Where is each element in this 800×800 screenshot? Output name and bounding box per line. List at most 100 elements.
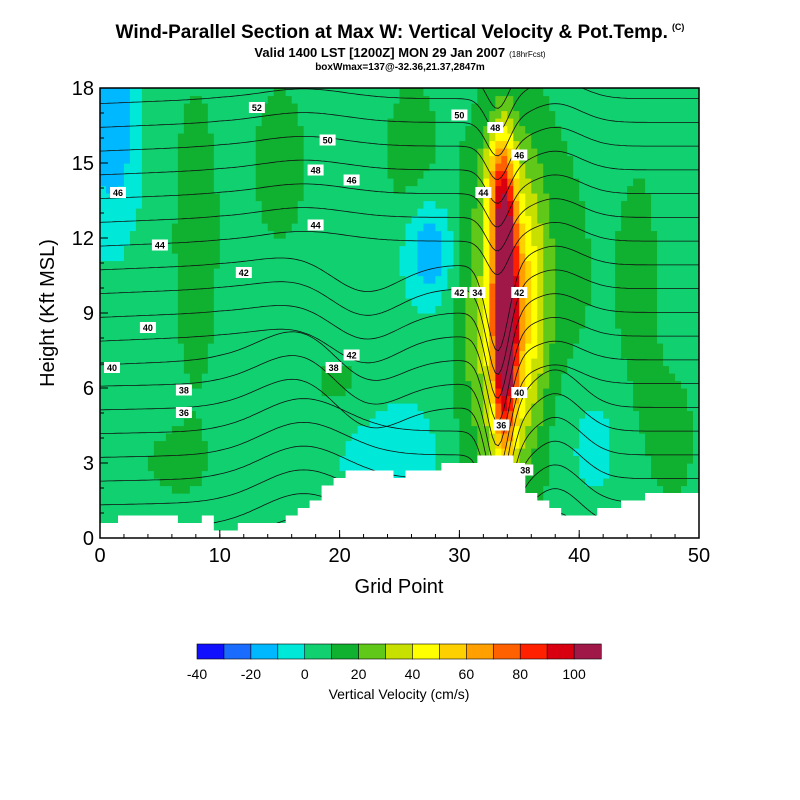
velocity-cell — [501, 155, 508, 164]
velocity-cell — [519, 223, 526, 232]
velocity-cell — [141, 193, 179, 202]
velocity-cell — [507, 388, 514, 397]
velocity-cell — [549, 343, 574, 352]
velocity-cell — [177, 275, 215, 284]
velocity-cell — [627, 185, 646, 194]
contour-label-bg — [175, 384, 192, 396]
velocity-cell — [495, 298, 514, 307]
velocity-cell — [489, 425, 496, 434]
velocity-cell — [477, 350, 484, 359]
y-tick-label: 9 — [83, 303, 94, 325]
velocity-cell — [255, 178, 305, 187]
velocity-cell — [387, 155, 437, 164]
velocity-cell — [513, 245, 520, 254]
velocity-cell — [519, 238, 526, 247]
colorbar-swatch — [412, 643, 441, 660]
velocity-cell — [555, 403, 634, 412]
velocity-cell — [153, 470, 203, 479]
velocity-cell — [100, 365, 185, 374]
velocity-cell — [513, 125, 526, 134]
velocity-cell — [483, 230, 490, 239]
velocity-cell — [100, 133, 131, 142]
velocity-cell — [183, 103, 209, 112]
velocity-cell — [423, 88, 478, 97]
velocity-cell — [435, 305, 455, 314]
velocity-cell — [459, 200, 478, 209]
contour-label-text: 42 — [454, 288, 464, 298]
velocity-cell — [513, 313, 520, 322]
velocity-cell — [471, 230, 484, 239]
velocity-cell — [100, 373, 191, 382]
velocity-cell — [141, 110, 185, 119]
velocity-cell — [129, 103, 143, 112]
subtitle-text: Valid 1400 LST [1200Z] MON 29 Jan 2007 — [254, 45, 506, 60]
velocity-cell — [645, 178, 699, 187]
contour-label-bg — [307, 219, 324, 231]
velocity-cell — [100, 163, 125, 172]
velocity-cell — [100, 380, 191, 389]
velocity-cell — [543, 298, 556, 307]
velocity-cell — [147, 455, 209, 464]
velocity-cell — [507, 200, 514, 209]
velocity-cell — [519, 433, 526, 442]
velocity-cell — [177, 313, 215, 322]
contour-label: 48 — [307, 164, 324, 176]
velocity-cell — [495, 103, 514, 112]
velocity-cell — [483, 350, 490, 359]
velocity-cell — [483, 253, 490, 262]
velocity-cell — [519, 403, 526, 412]
velocity-cell — [543, 245, 556, 254]
colorbar-swatch — [492, 643, 521, 660]
velocity-cell — [435, 200, 460, 209]
velocity-cell — [537, 148, 568, 157]
contour-label-text: 46 — [514, 151, 524, 161]
velocity-cell — [141, 103, 185, 112]
velocity-cell — [100, 148, 131, 157]
contour-label: 44 — [307, 219, 324, 231]
velocity-cell — [177, 268, 215, 277]
velocity-cell — [100, 223, 137, 232]
velocity-cell — [100, 298, 179, 307]
velocity-cell — [489, 253, 496, 262]
velocity-cell — [513, 170, 520, 179]
velocity-cell — [687, 395, 699, 404]
theta-contour — [100, 369, 699, 493]
velocity-cell — [141, 148, 179, 157]
velocity-cell — [297, 215, 413, 224]
velocity-cell — [483, 305, 490, 314]
velocity-cell — [549, 455, 580, 464]
velocity-cell — [507, 208, 514, 217]
contour-label: 38 — [175, 384, 192, 396]
velocity-cell — [609, 433, 646, 442]
velocity-cell — [495, 343, 514, 352]
velocity-cell — [591, 290, 616, 299]
velocity-cell — [663, 343, 699, 352]
velocity-cell — [549, 215, 586, 224]
velocity-cell — [585, 223, 622, 232]
velocity-cell — [177, 283, 215, 292]
velocity-cell — [609, 463, 652, 472]
velocity-cell — [100, 433, 167, 442]
colorbar-swatch — [385, 643, 414, 660]
contour-label-bg — [104, 362, 120, 373]
theta-contour — [100, 269, 699, 376]
velocity-cell — [519, 373, 526, 382]
velocity-cell — [483, 395, 490, 404]
velocity-cell — [459, 185, 478, 194]
velocity-cell — [549, 478, 586, 487]
velocity-cell — [531, 260, 538, 269]
contour-label: 46 — [343, 174, 360, 186]
velocity-cell — [465, 125, 484, 134]
velocity-cell — [573, 448, 610, 457]
velocity-cell — [411, 298, 443, 307]
contour-label: 42 — [451, 287, 468, 298]
velocity-cell — [123, 170, 143, 179]
velocity-cell — [261, 103, 299, 112]
velocity-cell — [417, 268, 443, 277]
colorbar-swatch — [277, 643, 306, 660]
velocity-cell — [219, 245, 401, 254]
velocity-cell — [177, 208, 221, 217]
velocity-cell — [423, 223, 437, 232]
velocity-cell — [507, 148, 514, 157]
velocity-cell — [657, 298, 699, 307]
